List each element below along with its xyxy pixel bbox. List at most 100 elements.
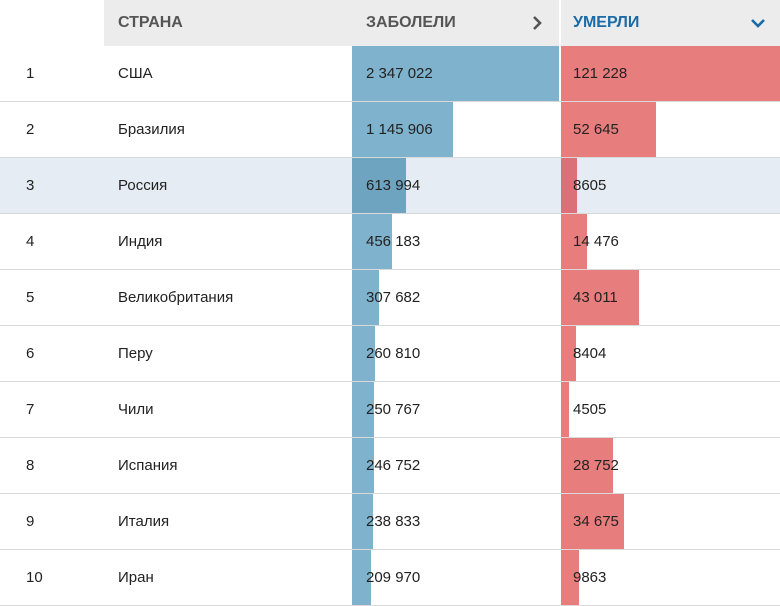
table-row[interactable]: 8 Испания 246 752 28 752 [0,438,780,494]
country-label: США [118,65,153,82]
table-row[interactable]: 9 Италия 238 833 34 675 [0,494,780,550]
cases-cell: 2 347 022 [352,46,559,101]
cases-cell: 238 833 [352,494,559,549]
rank-cell: 4 [26,214,96,269]
deaths-bar [561,270,639,325]
cases-bar [352,326,375,381]
cases-bar [352,214,392,269]
country-cell: Италия [118,494,348,549]
country-cell: Иран [118,550,348,605]
country-cell: Индия [118,214,348,269]
cases-value: 246 752 [366,457,421,474]
rank-cell: 10 [26,550,96,605]
rank-cell: 7 [26,382,96,437]
country-cell: Перу [118,326,348,381]
table-row[interactable]: 10 Иран 209 970 9863 [0,550,780,606]
rank-cell: 2 [26,102,96,157]
cases-value: 307 682 [366,289,421,306]
deaths-cell: 8605 [561,158,780,213]
rank-cell: 5 [26,270,96,325]
country-label: Перу [118,345,153,362]
deaths-value: 14 476 [573,233,619,250]
deaths-cell: 34 675 [561,494,780,549]
header-deaths[interactable]: УМЕРЛИ [561,0,780,46]
cases-bar [352,494,373,549]
deaths-bar [561,438,613,493]
header-cases[interactable]: ЗАБОЛЕЛИ [352,0,559,46]
deaths-bar [561,214,587,269]
cases-value: 238 833 [366,513,421,530]
header-cases-label: ЗАБОЛЕЛИ [366,14,456,31]
cases-cell: 260 810 [352,326,559,381]
table-row[interactable]: 4 Индия 456 183 14 476 [0,214,780,270]
country-label: Великобритания [118,289,234,306]
country-label: Италия [118,513,170,530]
cases-cell: 307 682 [352,270,559,325]
country-label: Индия [118,233,163,250]
chevron-right-icon[interactable] [529,15,545,31]
rank-label: 5 [26,289,35,306]
header-country[interactable]: СТРАНА [104,0,352,46]
rank-label: 6 [26,345,35,362]
table-row[interactable]: 7 Чили 250 767 4505 [0,382,780,438]
deaths-bar [561,550,579,605]
deaths-cell: 4505 [561,382,780,437]
deaths-bar [561,158,577,213]
rank-label: 4 [26,233,35,250]
rank-cell: 9 [26,494,96,549]
deaths-value: 8605 [573,177,607,194]
deaths-bar [561,326,576,381]
country-cell: США [118,46,348,101]
rank-cell: 6 [26,326,96,381]
header-country-label: СТРАНА [118,14,183,31]
cases-bar [352,550,371,605]
rank-label: 1 [26,65,35,82]
country-label: Бразилия [118,121,185,138]
country-label: Чили [118,401,154,418]
rank-label: 8 [26,457,35,474]
deaths-cell: 8404 [561,326,780,381]
rank-cell: 8 [26,438,96,493]
country-label: Россия [118,177,168,194]
cases-value: 613 994 [366,177,421,194]
cases-value: 209 970 [366,569,421,586]
cases-value: 2 347 022 [366,65,433,82]
header-rank [0,0,104,46]
table-row[interactable]: 2 Бразилия 1 145 906 52 645 [0,102,780,158]
deaths-value: 4505 [573,401,607,418]
cases-value: 1 145 906 [366,121,433,138]
deaths-value: 52 645 [573,121,619,138]
table-header: СТРАНА ЗАБОЛЕЛИ УМЕРЛИ [0,0,780,46]
deaths-bar [561,102,656,157]
deaths-bar [561,46,780,101]
cases-bar [352,382,374,437]
deaths-cell: 9863 [561,550,780,605]
table-row[interactable]: 1 США 2 347 022 121 228 [0,46,780,102]
table-row[interactable]: 6 Перу 260 810 8404 [0,326,780,382]
table-row[interactable]: 3 Россия 613 994 8605 [0,158,780,214]
deaths-cell: 121 228 [561,46,780,101]
rank-label: 2 [26,121,35,138]
deaths-value: 9863 [573,569,607,586]
deaths-value: 121 228 [573,65,628,82]
cases-cell: 1 145 906 [352,102,559,157]
country-cell: Россия [118,158,348,213]
rank-label: 3 [26,177,35,194]
deaths-cell: 14 476 [561,214,780,269]
rank-label: 10 [26,569,43,586]
country-cell: Великобритания [118,270,348,325]
deaths-value: 34 675 [573,513,619,530]
cases-value: 260 810 [366,345,421,362]
rank-cell: 3 [26,158,96,213]
deaths-cell: 52 645 [561,102,780,157]
cases-cell: 613 994 [352,158,559,213]
chevron-down-icon[interactable] [750,15,766,31]
deaths-value: 43 011 [573,289,618,306]
country-cell: Чили [118,382,348,437]
cases-bar [352,46,559,101]
table-row[interactable]: 5 Великобритания 307 682 43 011 [0,270,780,326]
deaths-cell: 43 011 [561,270,780,325]
country-cell: Испания [118,438,348,493]
rank-label: 7 [26,401,35,418]
